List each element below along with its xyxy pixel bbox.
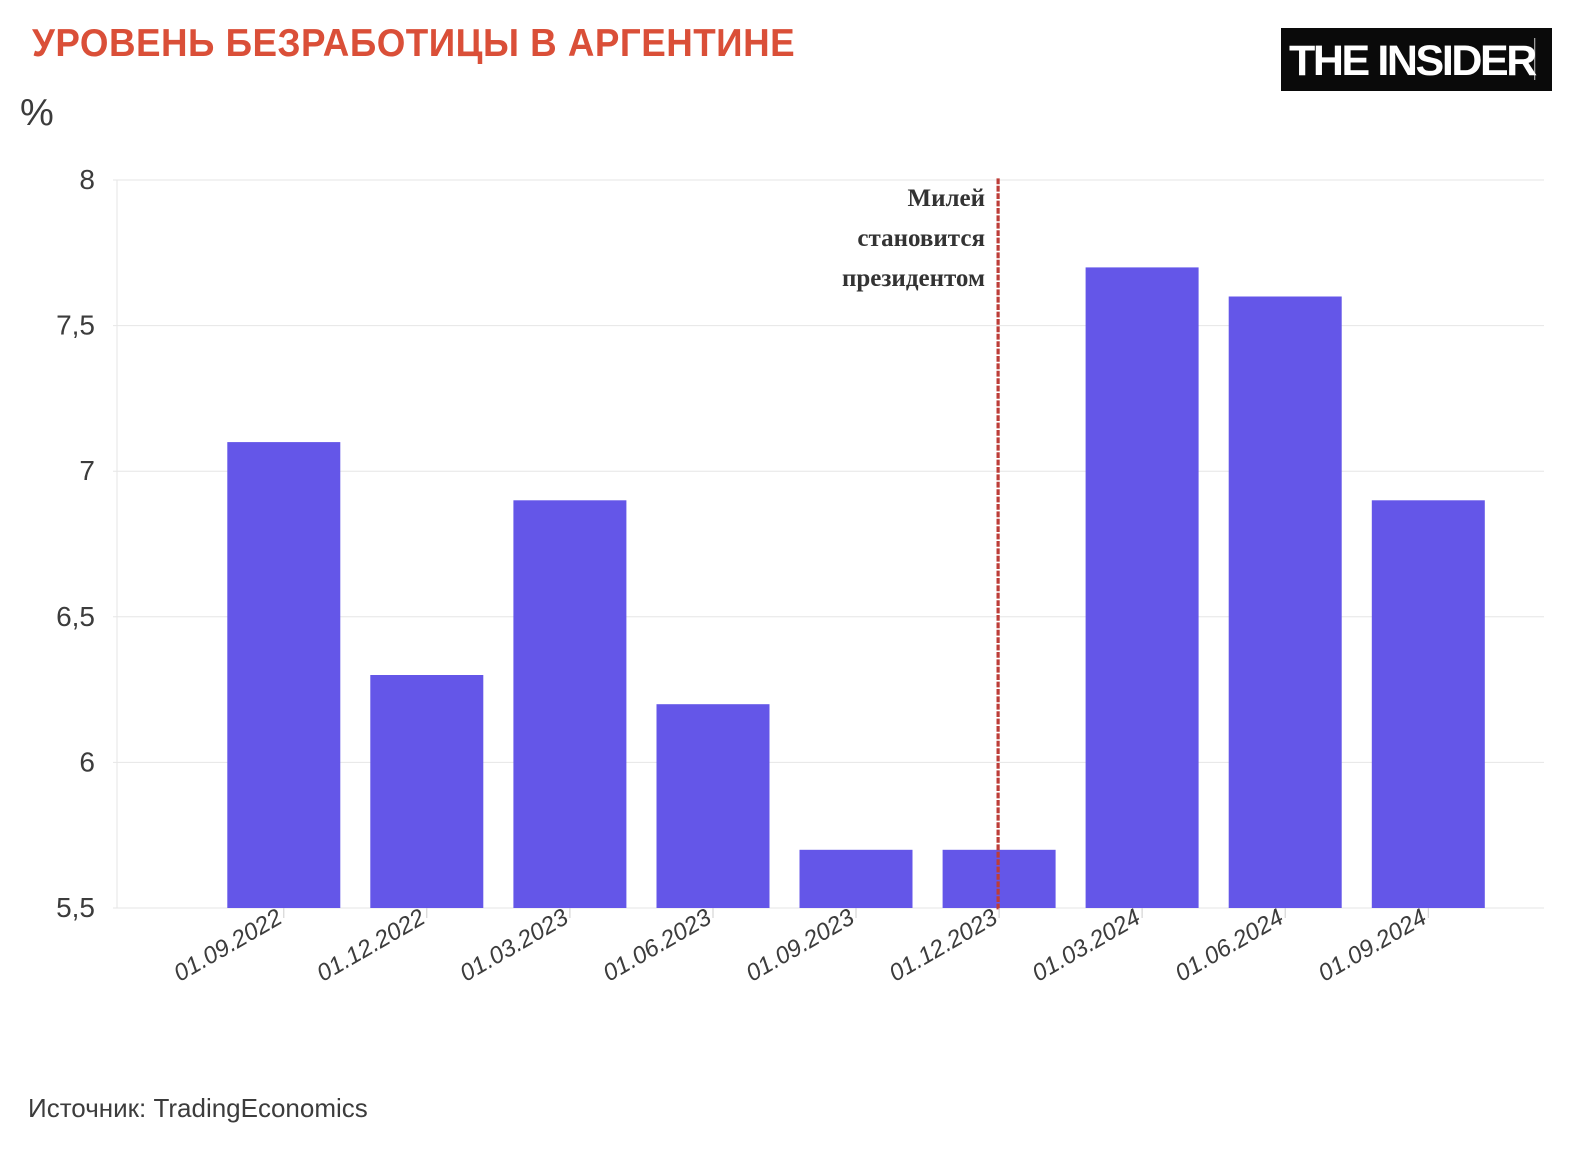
svg-text:01.03.2023: 01.03.2023 [455,903,573,987]
svg-text:Милей: Милей [907,185,985,212]
svg-text:01.09.2024: 01.09.2024 [1314,904,1432,987]
svg-text:6: 6 [79,746,95,777]
svg-text:7: 7 [79,455,95,486]
svg-text:01.12.2022: 01.12.2022 [312,904,430,987]
svg-text:01.09.2022: 01.09.2022 [169,904,287,987]
svg-text:01.06.2024: 01.06.2024 [1171,904,1289,987]
svg-text:президентом: президентом [842,265,985,292]
svg-text:становится: становится [857,225,985,252]
svg-text:8: 8 [79,164,95,195]
svg-text:01.06.2023: 01.06.2023 [598,903,716,987]
svg-text:01.09.2023: 01.09.2023 [741,903,859,987]
svg-text:01.03.2024: 01.03.2024 [1028,904,1146,987]
svg-text:7,5: 7,5 [56,310,95,341]
svg-text:01.12.2023: 01.12.2023 [885,903,1003,987]
svg-text:5,5: 5,5 [56,892,95,923]
svg-text:6,5: 6,5 [56,601,95,632]
